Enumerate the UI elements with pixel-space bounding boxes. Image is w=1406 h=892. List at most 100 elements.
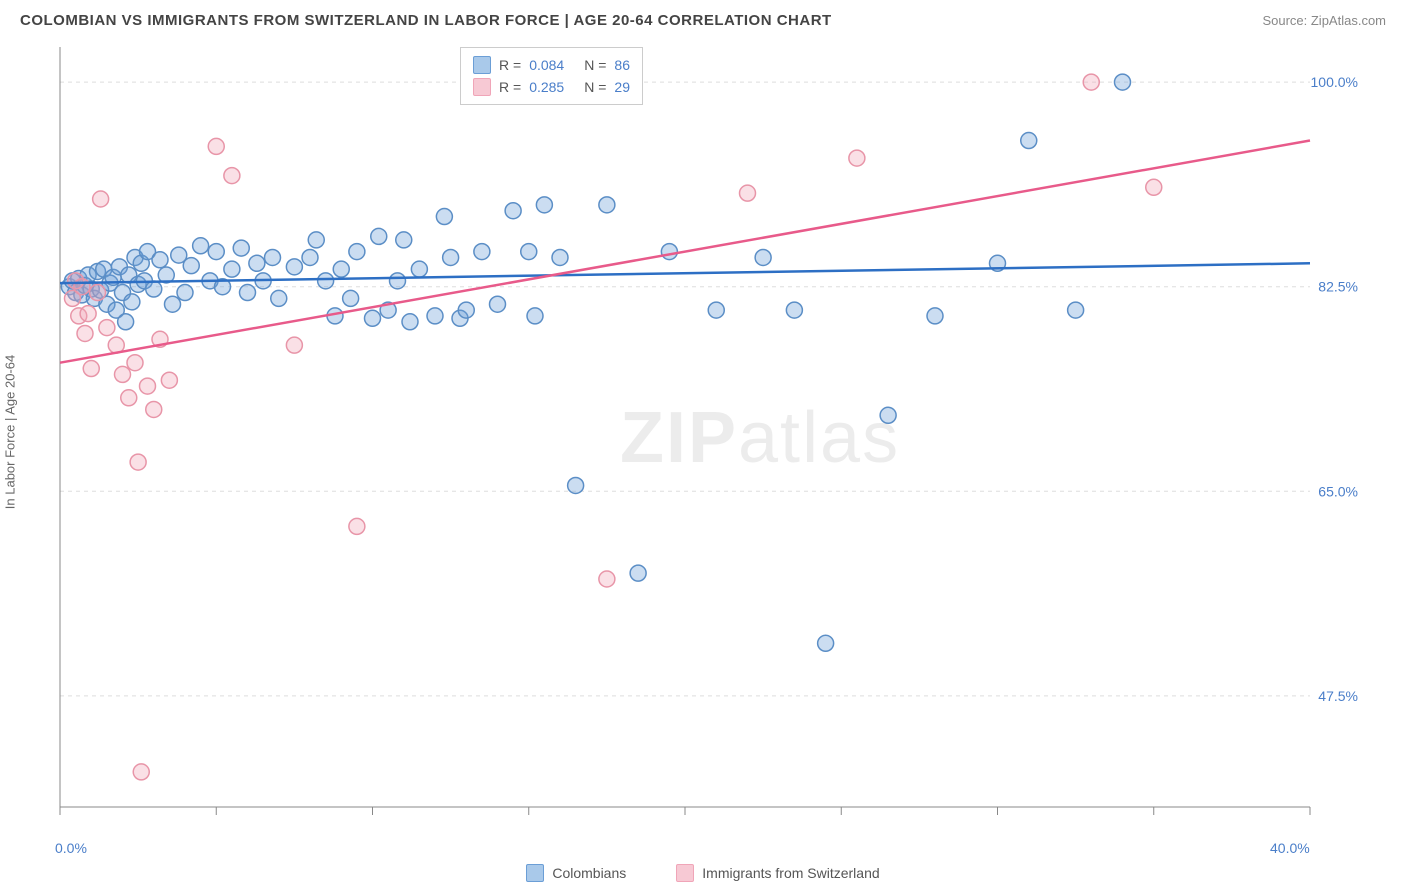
scatter-point [146, 281, 162, 297]
x-tick-label: 40.0% [1270, 840, 1310, 856]
scatter-point [127, 355, 143, 371]
scatter-point [599, 197, 615, 213]
legend-label: Immigrants from Switzerland [702, 865, 879, 881]
scatter-point [927, 308, 943, 324]
scatter-point [1146, 179, 1162, 195]
legend-n-label: N = [584, 57, 606, 73]
scatter-point [271, 290, 287, 306]
scatter-point [208, 244, 224, 260]
legend-r-value: 0.285 [529, 79, 564, 95]
scatter-point [93, 191, 109, 207]
legend-item: Colombians [526, 864, 626, 882]
scatter-point [1021, 133, 1037, 149]
scatter-point [83, 361, 99, 377]
scatter-point [786, 302, 802, 318]
scatter-point [80, 306, 96, 322]
scatter-point [505, 203, 521, 219]
scatter-point [849, 150, 865, 166]
scatter-point [140, 378, 156, 394]
scatter-point [308, 232, 324, 248]
svg-text:65.0%: 65.0% [1318, 483, 1358, 499]
scatter-point [818, 635, 834, 651]
scatter-point [443, 249, 459, 265]
scatter-point [490, 296, 506, 312]
scatter-point [402, 314, 418, 330]
scatter-point [233, 240, 249, 256]
scatter-point [224, 168, 240, 184]
scatter-point [161, 372, 177, 388]
scatter-point [708, 302, 724, 318]
legend-n-label: N = [584, 79, 606, 95]
scatter-point [208, 138, 224, 154]
scatter-point [165, 296, 181, 312]
x-tick-label: 0.0% [55, 840, 87, 856]
scatter-point [365, 310, 381, 326]
scatter-point [265, 249, 281, 265]
scatter-point [115, 366, 131, 382]
scatter-point [740, 185, 756, 201]
scatter-point [568, 477, 584, 493]
legend-swatch [473, 78, 491, 96]
chart-title: COLOMBIAN VS IMMIGRANTS FROM SWITZERLAND… [20, 12, 832, 29]
svg-text:47.5%: 47.5% [1318, 688, 1358, 704]
trend-line [60, 263, 1310, 283]
scatter-point [343, 290, 359, 306]
scatter-point [333, 261, 349, 277]
chart-container: In Labor Force | Age 20-64 47.5%65.0%82.… [20, 37, 1386, 827]
scatter-point [318, 273, 334, 289]
scatter-point [118, 314, 134, 330]
scatter-point [249, 255, 265, 271]
scatter-point [286, 259, 302, 275]
scatter-point [1115, 74, 1131, 90]
scatter-point [77, 325, 93, 341]
scatter-point [427, 308, 443, 324]
svg-text:82.5%: 82.5% [1318, 279, 1358, 295]
legend-row: R =0.084N =86 [473, 54, 630, 76]
legend-n-value: 29 [614, 79, 630, 95]
scatter-point [130, 454, 146, 470]
scatter-chart: 47.5%65.0%82.5%100.0% [20, 37, 1360, 827]
scatter-point [436, 209, 452, 225]
scatter-point [302, 249, 318, 265]
scatter-point [521, 244, 537, 260]
legend-swatch [526, 864, 544, 882]
scatter-point [146, 401, 162, 417]
scatter-point [349, 244, 365, 260]
scatter-point [630, 565, 646, 581]
legend-swatch [473, 56, 491, 74]
scatter-point [880, 407, 896, 423]
legend-n-value: 86 [614, 57, 630, 73]
scatter-point [474, 244, 490, 260]
scatter-point [74, 279, 90, 295]
scatter-point [661, 244, 677, 260]
legend-r-label: R = [499, 79, 521, 95]
scatter-point [458, 302, 474, 318]
legend-row: R = 0.285 N = 29 [473, 76, 630, 98]
scatter-point [121, 390, 137, 406]
scatter-point [1083, 74, 1099, 90]
scatter-point [349, 518, 365, 534]
scatter-point [552, 249, 568, 265]
x-axis-labels: 0.0% 40.0% [20, 832, 1360, 862]
legend-r-value: 0.084 [529, 57, 564, 73]
chart-source: Source: ZipAtlas.com [1262, 13, 1386, 28]
scatter-point [536, 197, 552, 213]
scatter-point [390, 273, 406, 289]
legend-item: Immigrants from Switzerland [676, 864, 879, 882]
scatter-point [286, 337, 302, 353]
series-legend: Colombians Immigrants from Switzerland [0, 864, 1406, 882]
scatter-point [99, 320, 115, 336]
scatter-point [527, 308, 543, 324]
scatter-point [90, 285, 106, 301]
correlation-legend: R = 0.084 N = 86 R = 0.285 N = 29 [460, 47, 643, 105]
legend-swatch [676, 864, 694, 882]
scatter-point [152, 252, 168, 268]
scatter-point [193, 238, 209, 254]
y-axis-label: In Labor Force | Age 20-64 [3, 355, 18, 509]
scatter-point [224, 261, 240, 277]
scatter-point [411, 261, 427, 277]
scatter-point [183, 258, 199, 274]
scatter-point [124, 294, 140, 310]
scatter-point [371, 228, 387, 244]
legend-label: Colombians [552, 865, 626, 881]
